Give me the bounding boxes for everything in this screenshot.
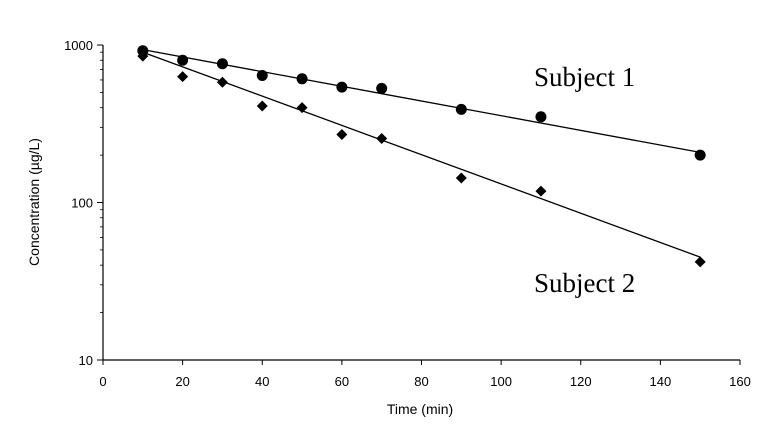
data-point-subject-1 <box>216 58 228 70</box>
data-point-subject-2 <box>296 102 308 114</box>
data-point-subject-2 <box>455 172 467 184</box>
y-axis-label: Concentration (µg/L) <box>26 138 42 266</box>
x-tick-label: 120 <box>570 374 592 389</box>
data-point-subject-2 <box>535 185 547 197</box>
fit-line-subject-2 <box>142 51 701 258</box>
data-point-subject-1 <box>455 103 467 115</box>
x-tick-label: 20 <box>175 374 189 389</box>
annotation-subject-2: Subject 2 <box>534 268 635 298</box>
chart-axes <box>102 45 740 361</box>
y-tick-label: 100 <box>71 196 93 211</box>
x-tick-label: 60 <box>335 374 349 389</box>
x-tick-label: 100 <box>490 374 512 389</box>
y-tick-label: 10 <box>79 353 93 368</box>
data-point-subject-1 <box>296 73 308 85</box>
data-point-subject-2 <box>256 100 268 112</box>
annotation-subject-1: Subject 1 <box>534 62 635 92</box>
data-point-subject-2 <box>376 132 388 144</box>
x-axis-label: Time (min) <box>387 401 453 417</box>
fit-lines <box>142 48 701 258</box>
x-tick-label: 140 <box>650 374 672 389</box>
x-tick-label: 160 <box>729 374 751 389</box>
data-point-subject-1 <box>256 70 268 82</box>
fit-line-subject-1 <box>142 48 701 154</box>
data-point-subject-2 <box>177 71 189 83</box>
x-ticks: 0 20 40 60 80 100 120 140 160 <box>99 360 751 389</box>
data-point-subject-1 <box>376 82 388 94</box>
data-point-subject-1 <box>535 111 547 123</box>
data-point-subject-1 <box>694 149 706 161</box>
x-tick-label: 0 <box>99 374 106 389</box>
x-tick-label: 80 <box>414 374 428 389</box>
data-point-subject-1 <box>177 54 189 66</box>
data-points <box>137 45 706 268</box>
data-point-subject-2 <box>216 76 228 88</box>
y-ticks: 10 100 1000 <box>64 38 103 368</box>
data-point-subject-2 <box>137 50 149 62</box>
y-tick-label: 1000 <box>64 38 93 53</box>
x-tick-label: 40 <box>255 374 269 389</box>
data-point-subject-2 <box>694 256 706 268</box>
data-point-subject-2 <box>336 129 348 141</box>
data-point-subject-1 <box>336 81 348 93</box>
